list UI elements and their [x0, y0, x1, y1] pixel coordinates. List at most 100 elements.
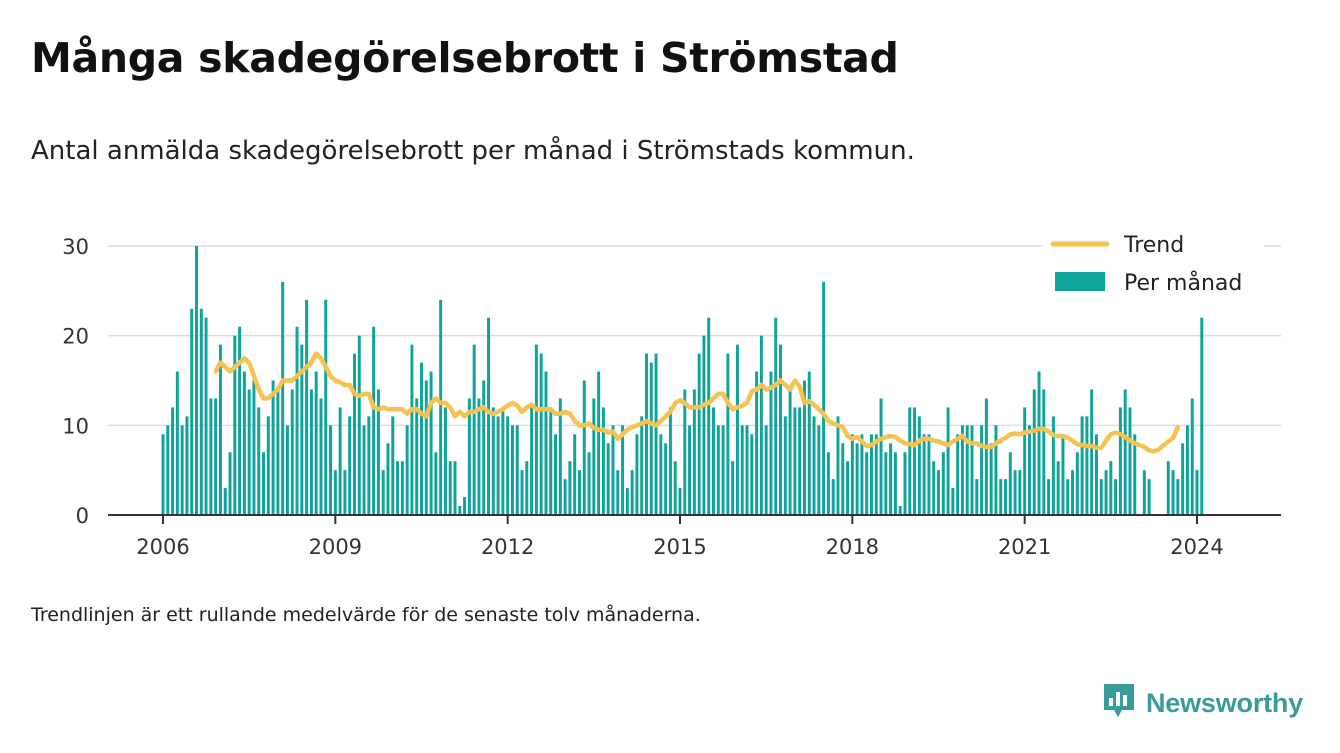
bar: [812, 416, 816, 515]
bar: [869, 434, 873, 515]
bar: [726, 353, 730, 515]
bar: [266, 416, 270, 515]
bar: [506, 416, 510, 515]
bar: [798, 407, 802, 515]
bar: [515, 425, 519, 515]
bar: [482, 380, 486, 515]
bar: [755, 371, 759, 515]
bar: [487, 317, 491, 515]
bar: [204, 317, 208, 515]
brand-name: Newsworthy: [1146, 687, 1304, 718]
bar: [276, 389, 280, 515]
bar: [735, 344, 739, 515]
bar: [664, 443, 668, 515]
trend-line: [213, 351, 1181, 454]
bar: [352, 353, 356, 515]
bar: [386, 443, 390, 515]
bar: [606, 443, 610, 515]
bar: [501, 407, 505, 515]
bar: [836, 416, 840, 515]
bar: [846, 461, 850, 515]
bar: [893, 452, 897, 515]
bar: [247, 389, 251, 515]
bar: [630, 470, 634, 515]
bar: [1008, 452, 1012, 515]
bar: [764, 425, 768, 515]
bar: [1023, 407, 1027, 515]
bar: [989, 443, 993, 515]
bar: [424, 380, 428, 515]
bar: [587, 452, 591, 515]
bar: [1061, 434, 1065, 515]
bar: [1123, 389, 1127, 515]
bar: [530, 407, 534, 515]
bar: [477, 398, 481, 515]
x-tick-label: 2024: [1170, 535, 1223, 559]
x-tick-label: 2009: [309, 535, 362, 559]
bar: [290, 389, 294, 515]
bar: [951, 488, 955, 515]
bar: [774, 317, 778, 515]
bar: [1042, 389, 1046, 515]
bar: [228, 452, 232, 515]
y-tick-label: 10: [62, 414, 89, 438]
bar: [1109, 461, 1113, 515]
bar: [443, 407, 447, 515]
bar: [635, 434, 639, 515]
bar: [429, 371, 433, 515]
brand-logo[interactable]: Newsworthy: [1102, 683, 1303, 723]
y-axis-ticks: 0 10 20 30: [62, 235, 89, 528]
bar: [439, 299, 443, 515]
bar: [956, 434, 960, 515]
bar: [621, 425, 625, 515]
bar: [1018, 470, 1022, 515]
bar: [166, 425, 170, 515]
bar: [922, 434, 926, 515]
bar: [238, 326, 242, 515]
bar: [645, 353, 648, 515]
bar: [357, 335, 361, 515]
bar: [1066, 479, 1070, 515]
bar: [927, 434, 931, 515]
bar: [1099, 479, 1103, 515]
bar: [463, 497, 467, 515]
bar: [831, 479, 835, 515]
bar: [654, 353, 658, 515]
bar: [769, 371, 773, 515]
bar: [841, 443, 845, 515]
legend-bars-swatch: [1055, 272, 1105, 291]
bar: [396, 461, 400, 515]
bar: [1185, 425, 1189, 515]
bar: [305, 299, 309, 515]
bar: [1114, 479, 1118, 515]
bar: [467, 398, 471, 515]
bar: [592, 398, 596, 515]
bar: [788, 389, 792, 515]
bar: [214, 398, 218, 515]
bar: [199, 308, 203, 515]
bar: [1047, 479, 1051, 515]
bar: [233, 335, 237, 515]
bar: [1085, 416, 1089, 515]
bar: [1181, 443, 1185, 515]
bar: [941, 452, 945, 515]
bar: [649, 362, 653, 515]
bar: [984, 398, 988, 515]
bar: [544, 371, 548, 515]
bar: [960, 425, 964, 515]
bar: [697, 353, 701, 515]
bar: [994, 425, 998, 515]
bar: [367, 416, 371, 515]
bar: [817, 425, 821, 515]
bar: [1128, 407, 1132, 515]
bar: [209, 398, 213, 515]
bar: [965, 425, 969, 515]
x-tick-label: 2015: [653, 535, 706, 559]
bar: [295, 326, 299, 515]
x-tick-label: 2012: [481, 535, 534, 559]
bar: [223, 488, 227, 515]
bar: [740, 425, 744, 515]
bar: [1200, 317, 1204, 515]
bar: [673, 461, 677, 515]
bar: [716, 425, 720, 515]
